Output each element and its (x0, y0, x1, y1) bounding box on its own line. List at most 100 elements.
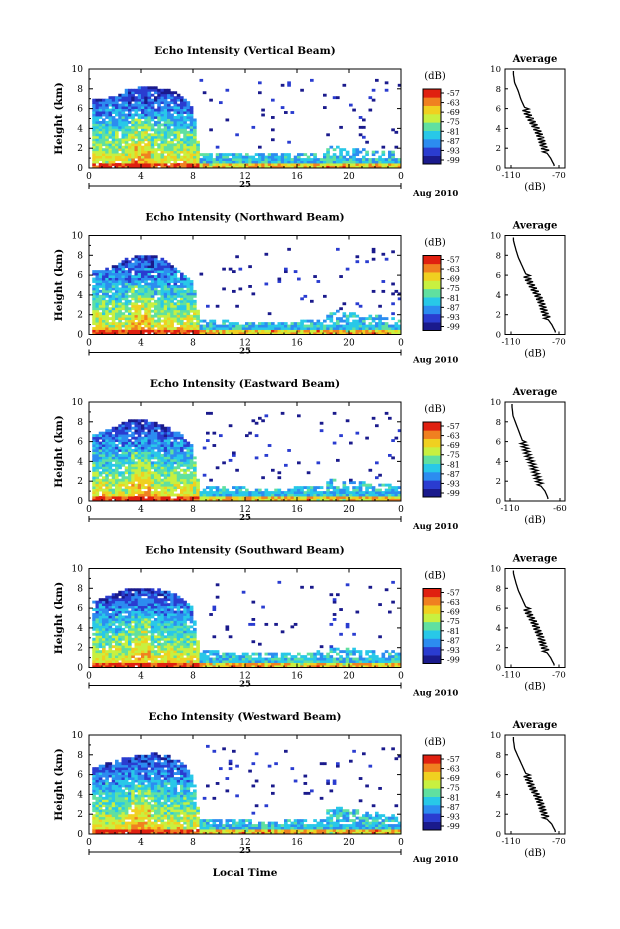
heatmap-cell (176, 481, 181, 485)
heatmap-cell (92, 647, 96, 651)
heatmap-cell (92, 287, 96, 291)
heatmap-cell (137, 441, 142, 445)
heatmap-cell (352, 153, 356, 157)
heatmap-cell (160, 108, 165, 112)
heatmap-cell (215, 498, 220, 502)
heatmap-cell (144, 272, 148, 276)
heatmap-cell (345, 267, 350, 271)
heatmap-cell (163, 265, 168, 269)
colorbar-swatch (423, 122, 441, 131)
heatmap-cell (189, 317, 194, 321)
heatmap-cell (115, 446, 119, 450)
heatmap-cell (280, 411, 285, 415)
heatmap-cell (134, 637, 139, 641)
heatmap-cell (134, 662, 139, 666)
heatmap-cell (277, 476, 282, 480)
heatmap-cell (92, 140, 96, 144)
colorbar-tick-label: -87 (447, 303, 460, 312)
heatmap-cell (95, 444, 100, 447)
heatmap-cell (394, 493, 399, 497)
heatmap-cell (108, 451, 113, 455)
heatmap-cell (147, 421, 152, 425)
heatmap-cell (163, 434, 168, 438)
heatmap-cell (105, 111, 109, 114)
heatmap-cell (141, 140, 145, 144)
heatmap-cell (111, 111, 116, 114)
heatmap-cell (225, 319, 230, 323)
heatmap-cell (105, 491, 109, 494)
heatmap-cell (115, 486, 119, 490)
heatmap-cell (137, 153, 142, 157)
heatmap-cell (141, 130, 145, 134)
heatmap-cell (98, 463, 103, 467)
heatmap-cell (300, 498, 304, 502)
heatmap-cell (144, 145, 148, 149)
heatmap-cell (160, 600, 165, 604)
heatmap-cell (375, 158, 379, 161)
heatmap-cell (258, 493, 262, 497)
heatmap-cell (163, 93, 168, 97)
heatmap-cell (391, 488, 395, 492)
heatmap-cell (189, 106, 194, 110)
heatmap-cell (102, 111, 106, 114)
heatmap-cell (111, 282, 116, 286)
heatmap-cell (144, 319, 148, 323)
heatmap-cell (147, 304, 152, 308)
heatmap-cell (274, 158, 278, 161)
heatmap-cell (92, 143, 96, 147)
heatmap-cell (167, 652, 171, 656)
heatmap-cell (105, 277, 109, 281)
heatmap-cell (355, 255, 360, 259)
heatmap-cell (141, 314, 145, 318)
heatmap-cell (306, 493, 311, 497)
heatmap-cell (147, 625, 152, 629)
heatmap-cell (121, 618, 126, 621)
heatmap-cell (154, 98, 158, 102)
heatmap-cell (118, 125, 122, 129)
heatmap-cell (384, 329, 389, 333)
heatmap-cell (238, 267, 243, 271)
colorbar-tick-label: -93 (447, 146, 460, 155)
heatmap-cell (160, 260, 165, 264)
heatmap-cell (111, 277, 116, 281)
heatmap-cell (368, 327, 373, 330)
heatmap-cell (160, 312, 165, 316)
heatmap-cell (332, 324, 337, 328)
heatmap-cell (124, 270, 129, 274)
heatmap-cell (167, 618, 171, 621)
heatmap-cell (297, 332, 301, 335)
heatmap-cell (111, 128, 116, 132)
heatmap-cell (154, 138, 158, 142)
heatmap-cell (228, 163, 233, 166)
heatmap-cell (297, 493, 301, 497)
heatmap-cell (102, 160, 106, 164)
heatmap-cell (98, 496, 103, 499)
heatmap-cell (105, 439, 109, 443)
heatmap-cell (105, 449, 109, 452)
heatmap-cell (160, 257, 165, 261)
heatmap-cell (245, 158, 249, 161)
heatmap-cell (124, 424, 129, 428)
heatmap-cell (111, 476, 116, 480)
heatmap-cell (186, 498, 191, 502)
heatmap-cell (264, 498, 269, 502)
heatmap-cell (105, 610, 109, 614)
heatmap-cell (251, 498, 256, 502)
heatmap-cell (212, 486, 217, 490)
heatmap-cell (105, 598, 109, 602)
heatmap-cell (209, 158, 213, 161)
heatmap-cell (349, 478, 353, 482)
heatmap-cell (121, 113, 126, 117)
x-tick-label: 0 (398, 505, 404, 515)
heatmap-cell (183, 125, 187, 129)
heatmap-cell (92, 106, 96, 110)
heatmap-cell (248, 327, 252, 330)
heatmap-cell (189, 491, 194, 494)
heatmap-cell (365, 329, 369, 333)
heatmap-cell (163, 150, 168, 154)
heatmap-cell (180, 486, 184, 490)
heatmap-cell (355, 163, 360, 166)
heatmap-cell (163, 96, 168, 100)
heatmap-cell (163, 662, 168, 666)
heatmap-cell (141, 498, 145, 502)
